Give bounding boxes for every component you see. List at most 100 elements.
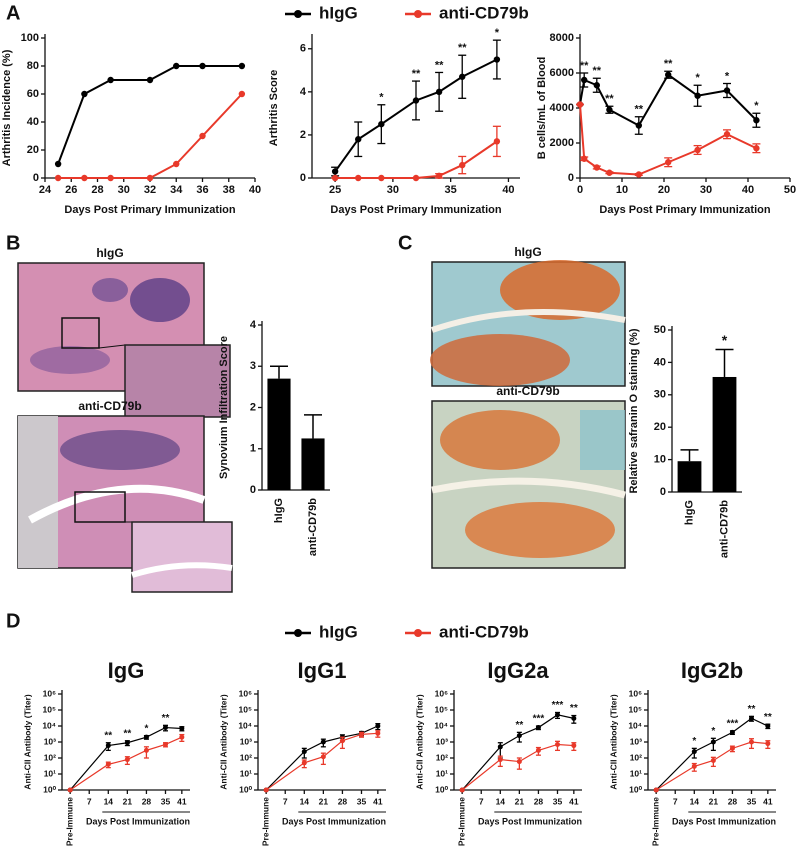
point [729, 729, 735, 735]
x-tick-label: 7 [673, 796, 678, 806]
y-axis-label: Anti-CII Antibody (Titer) [608, 694, 618, 790]
point [301, 749, 307, 755]
point [554, 741, 560, 747]
y-tick-label: 10² [436, 752, 448, 762]
chart-title: IgG1 [298, 658, 347, 683]
point [748, 739, 754, 745]
significance-mark: * [711, 726, 715, 737]
bar [712, 376, 737, 492]
point [493, 56, 501, 63]
x-tick-label: 0 [577, 184, 583, 196]
point [375, 730, 381, 736]
significance-mark: ** [764, 712, 772, 723]
bar [301, 438, 325, 490]
y-tick-label: 0 [33, 172, 39, 184]
point [691, 763, 697, 769]
y-tick-label: 6 [300, 43, 306, 55]
significance-mark: * [695, 72, 700, 84]
image-label: anti-CD79b [496, 384, 559, 398]
significance-mark: * [495, 27, 500, 39]
x-tick-label: Pre-Immune [64, 797, 74, 846]
y-tick-label: 10⁴ [238, 720, 252, 730]
significance-mark: ** [580, 60, 589, 72]
point [729, 745, 735, 751]
x-tick-label: 21 [709, 796, 719, 806]
point [593, 82, 600, 89]
x-tick-label: 40 [502, 184, 514, 196]
point [459, 73, 466, 80]
y-tick-label: 100 [21, 32, 39, 44]
y-tick-label: 10⁶ [629, 688, 642, 698]
point [710, 739, 716, 745]
point [710, 757, 716, 763]
x-tick-label: 14 [690, 796, 700, 806]
point [263, 787, 269, 793]
bar [677, 461, 702, 492]
x-axis-label: Days Post Immunization [478, 816, 582, 826]
legend-label: hIgG [319, 622, 358, 641]
micrograph [17, 262, 231, 418]
x-tick-label: 35 [445, 184, 457, 196]
x-tick-label: 25 [329, 184, 341, 196]
point [173, 62, 180, 70]
point [571, 715, 577, 721]
significance-mark: ** [162, 713, 170, 724]
point [124, 757, 130, 763]
significance-mark: ** [435, 59, 444, 71]
point [378, 120, 385, 128]
y-tick-label: 10⁴ [628, 720, 642, 730]
point [691, 749, 697, 755]
point [459, 161, 466, 169]
x-tick-label: 7 [479, 796, 484, 806]
y-tick-label: 10⁵ [43, 704, 56, 714]
x-tick-label: 41 [177, 796, 187, 806]
x-axis-label: Days Post Immunization [282, 816, 386, 826]
y-tick-label: 10¹ [44, 768, 56, 778]
significance-mark: * [379, 92, 384, 104]
point [238, 62, 246, 70]
y-tick-label: 50 [654, 324, 666, 336]
y-tick-label: 10³ [44, 736, 56, 746]
point [331, 168, 339, 175]
point [593, 164, 600, 171]
y-tick-label: 10⁰ [239, 784, 252, 794]
y-axis-label: Arthritis Incidence (%) [1, 49, 13, 166]
x-tick-label: 28 [534, 796, 544, 806]
point [497, 757, 503, 763]
point [179, 725, 185, 731]
y-tick-label: 1 [250, 443, 256, 455]
point [581, 76, 588, 84]
x-tick-label: 30 [387, 184, 399, 196]
y-tick-label: 10⁰ [43, 784, 56, 794]
y-tick-label: 10⁰ [629, 784, 642, 794]
point [581, 155, 588, 162]
y-tick-label: 10¹ [436, 768, 448, 778]
chart-title: IgG2a [487, 658, 549, 683]
x-axis-label: Days Post Primary Immunization [330, 204, 501, 216]
x-tick-label: 34 [170, 184, 183, 196]
significance-mark: ** [748, 704, 756, 715]
point [516, 759, 522, 765]
y-tick-label: 0 [300, 172, 306, 184]
point [179, 734, 185, 740]
y-tick-label: 40 [27, 116, 39, 128]
y-tick-label: 10⁰ [435, 784, 448, 794]
point [635, 171, 642, 178]
point [355, 136, 362, 143]
point [765, 723, 771, 729]
point [765, 741, 771, 747]
x-tick-label: 7 [283, 796, 288, 806]
point [435, 172, 443, 180]
point [81, 174, 88, 182]
x-tick-label: 35 [747, 796, 757, 806]
y-tick-label: 10⁵ [239, 704, 252, 714]
significance-mark: ** [635, 104, 644, 116]
x-axis-label: Days Post Immunization [672, 816, 776, 826]
x-tick-label: 35 [553, 796, 563, 806]
x-tick-label: 41 [569, 796, 579, 806]
significance-mark: * [144, 723, 148, 734]
point [412, 174, 420, 182]
x-tick-label: anti-CD79b [718, 500, 730, 558]
micrograph [430, 260, 626, 387]
point [54, 174, 62, 182]
